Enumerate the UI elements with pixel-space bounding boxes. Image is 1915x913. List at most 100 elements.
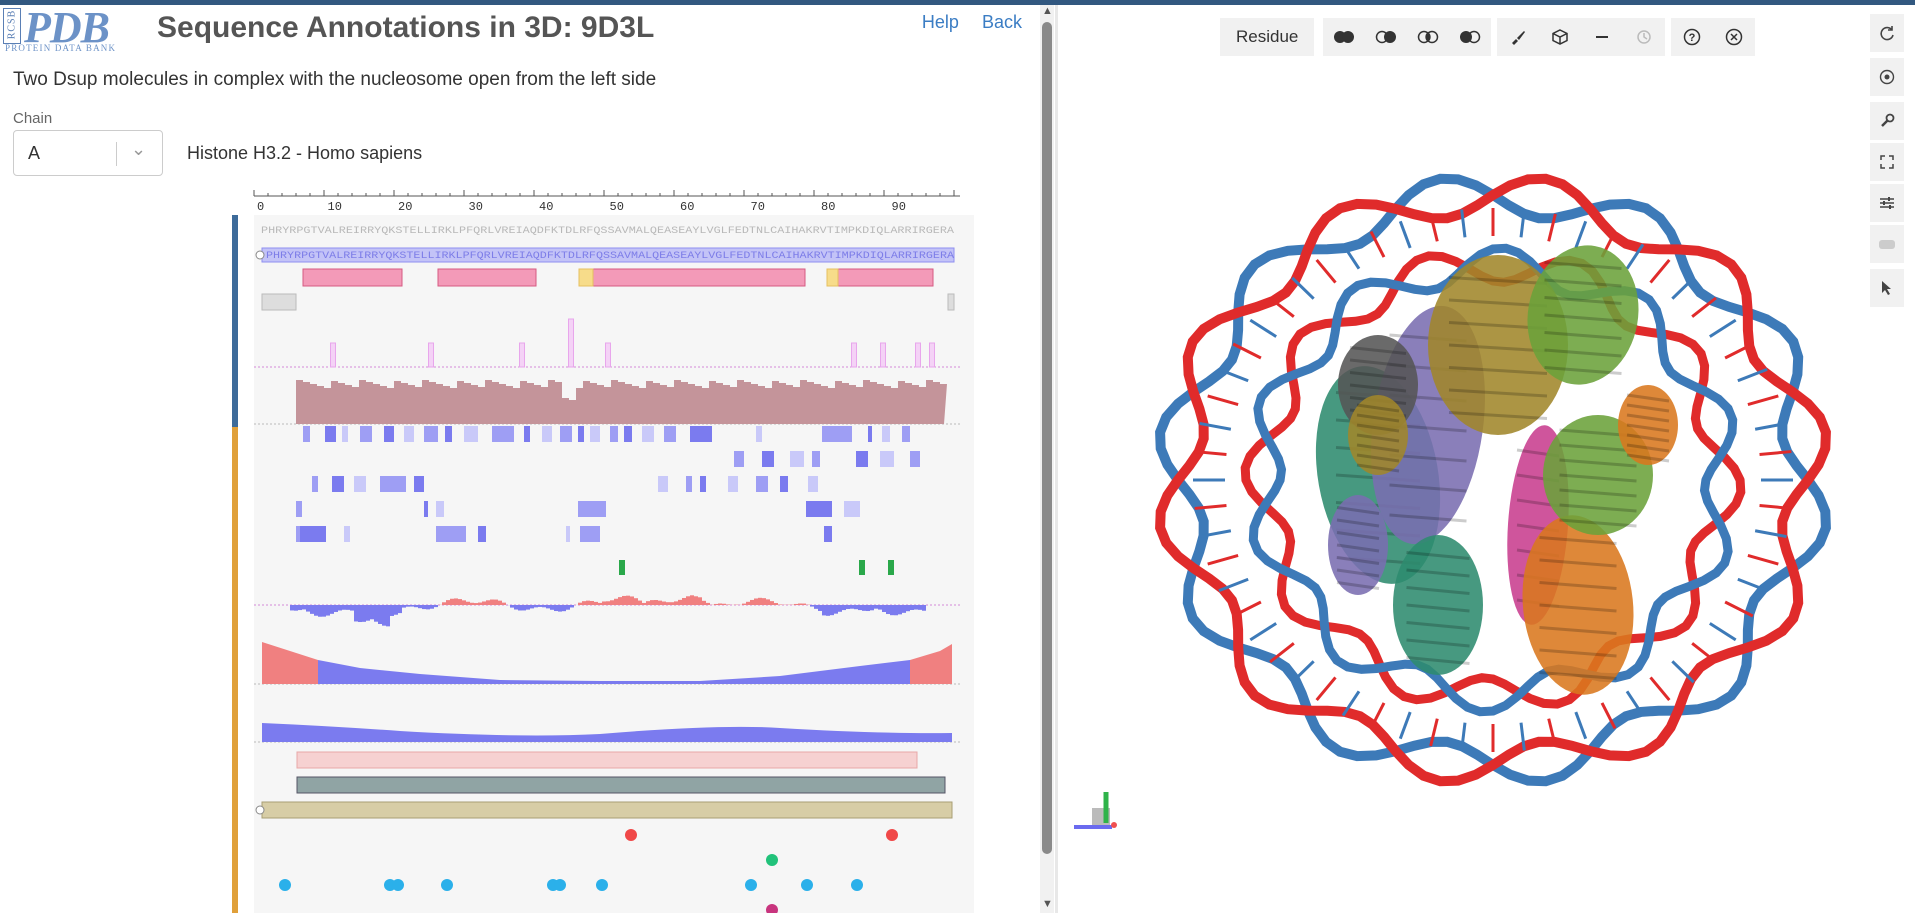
dna-base-pair (1315, 676, 1337, 702)
hydropathy-bar (366, 605, 370, 621)
hydropathy-bar (798, 603, 802, 605)
hydropathy-bar (626, 595, 630, 605)
chevron-down-icon[interactable]: ⌄ (131, 139, 147, 159)
residue-mode-button[interactable]: Residue (1236, 27, 1299, 46)
dna-base-pair (1460, 209, 1467, 238)
help-icon[interactable]: ? (1671, 18, 1713, 56)
hydropathy-bar (866, 605, 870, 612)
hydropathy-bar (434, 605, 438, 608)
hydropathy-bar (774, 603, 778, 605)
fullscreen-icon[interactable] (1870, 143, 1904, 181)
hydropathy-bar (722, 603, 726, 605)
helix-stripe (1539, 603, 1617, 613)
structure-viewer[interactable]: Residue ? (1058, 5, 1915, 913)
hydropathy-bar (898, 605, 902, 615)
helix-stripe (1626, 453, 1670, 463)
cube-icon[interactable] (1539, 18, 1581, 56)
disordered-binding-area (262, 723, 952, 742)
back-link[interactable]: Back (981, 12, 1022, 32)
panel-divider[interactable] (1055, 5, 1058, 913)
helix-stripe (1356, 443, 1400, 453)
helix-stripe (1356, 463, 1400, 473)
hydropathy-bar (718, 603, 722, 605)
binding-segment (756, 476, 768, 492)
history-icon[interactable] (1623, 18, 1665, 56)
hydropathy-bar (670, 602, 674, 605)
half-surface-icon[interactable] (1365, 18, 1407, 56)
hydropathy-bar (902, 605, 906, 613)
helix-stripe (1626, 433, 1670, 443)
helix-stripe (1448, 343, 1548, 353)
binding-segment (300, 526, 326, 542)
binding-segment (424, 426, 438, 442)
binding-segment (354, 476, 366, 492)
dna-base-pair (1429, 718, 1439, 747)
minus-icon[interactable] (1581, 18, 1623, 56)
helix-stripe (1559, 488, 1637, 498)
disorder-low (318, 660, 910, 684)
camera-icon[interactable] (1870, 58, 1904, 96)
hydropathy-bar (714, 603, 718, 605)
binding-segment (808, 476, 818, 492)
molecule-canvas[interactable] (1058, 5, 1915, 913)
hydropathy-bar (422, 605, 426, 610)
helix-stripe (1336, 506, 1380, 515)
scroll-up-arrow[interactable]: ▲ (1042, 5, 1053, 17)
binding-segment (342, 426, 348, 442)
cursor-icon[interactable] (1870, 269, 1904, 307)
dna-base-pair (1724, 342, 1754, 360)
dna-base-pair (1709, 318, 1737, 338)
axis-z (1111, 822, 1117, 828)
helix-stripe (1336, 531, 1380, 540)
logo-pdb-text: PDB (24, 5, 110, 52)
surface-icon[interactable] (1323, 18, 1365, 56)
ruler-tick-label: 10 (328, 200, 342, 214)
settings-sliders-icon[interactable] (1870, 184, 1904, 222)
hydropathy-bar (802, 603, 806, 605)
dna-base-pair (1232, 342, 1262, 360)
helix-stripe (1626, 403, 1670, 413)
binding-segment (380, 476, 406, 492)
hydropathy-bar (918, 605, 922, 610)
hydropathy-bar (606, 601, 610, 605)
vr-icon[interactable] (1870, 225, 1904, 263)
clash-bar (330, 342, 336, 368)
clash-bar (880, 342, 886, 368)
hydropathy-bar (770, 601, 774, 605)
dna-base-pair (1724, 600, 1754, 618)
hydropathy-bar (326, 605, 330, 616)
hydropathy-bar (466, 601, 470, 605)
unmodeled-segment (261, 293, 297, 311)
help-link[interactable]: Help (921, 12, 959, 32)
hydropathy-bar (830, 605, 834, 616)
helix-stripe (1559, 443, 1637, 453)
dna-base-pair (1547, 213, 1557, 242)
dna-base-pair (1315, 258, 1337, 284)
helix-stripe (1539, 536, 1617, 545)
hydropathy-bar (370, 605, 374, 620)
feature-viewer[interactable]: 0 10 20 30 40 50 60 70 80 90 PHRYRPGTVALREIRRYQKST… (0, 5, 1040, 913)
rotate-icon[interactable] (1870, 14, 1904, 52)
hydropathy-bar (686, 596, 690, 605)
cartoon-icon[interactable] (1449, 18, 1491, 56)
buried-residue (619, 560, 625, 575)
wrench-icon[interactable] (1870, 102, 1904, 140)
transparent-surface-icon[interactable] (1407, 18, 1449, 56)
dna-base-pair (1519, 209, 1526, 238)
scrollbar-thumb[interactable] (1042, 22, 1052, 854)
helix-stripe (1544, 331, 1622, 340)
binding-segment (824, 526, 832, 542)
helix-stripe (1559, 503, 1637, 513)
chain-select[interactable]: A ⌄ (13, 130, 163, 176)
helix-stripe (1539, 671, 1617, 680)
close-icon[interactable] (1713, 18, 1755, 56)
ruler-tick-label: 20 (398, 200, 412, 214)
hydropathy-bar (910, 605, 914, 610)
scroll-down-arrow[interactable]: ▼ (1042, 898, 1053, 910)
rcsb-pdb-logo[interactable]: RCSB PDB PROTEIN DATA BANK (3, 5, 146, 53)
paint-icon[interactable] (1497, 18, 1539, 56)
dna-base-pair (1341, 690, 1361, 717)
helix-stripe (1559, 458, 1637, 468)
hydropathy-bar (882, 605, 886, 613)
dna-base-pair (1691, 296, 1717, 318)
